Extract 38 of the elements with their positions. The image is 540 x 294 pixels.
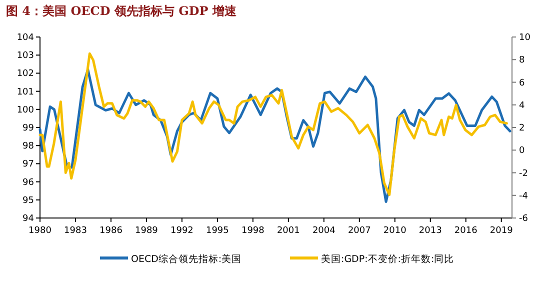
legend-label: OECD综合领先指标:美国 — [131, 253, 242, 265]
y-tick-label: 99 — [22, 124, 34, 134]
chart-title: 图 4：美国 OECD 领先指标与 GDP 增速 — [6, 4, 238, 18]
legend-label: 美国:GDP:不变价:折年数:同比 — [321, 253, 454, 265]
y2-tick-label: 0 — [519, 146, 525, 156]
y2-tick-label: 10 — [519, 33, 531, 43]
line-series — [38, 52, 508, 196]
x-tick-label: 1986 — [100, 226, 123, 236]
y-tick-label: 101 — [16, 87, 34, 98]
y-tick-label: 104 — [16, 33, 34, 43]
y-tick-label: 100 — [16, 105, 34, 116]
x-tick-label: 1983 — [64, 226, 87, 236]
y-tick-label: 102 — [16, 69, 34, 80]
y-tick-label: 98 — [22, 142, 34, 152]
x-tick-label: 2013 — [418, 226, 442, 236]
y-tick-label: 96 — [22, 178, 34, 188]
y-tick-label: 95 — [22, 196, 34, 206]
x-tick-label: 1995 — [206, 226, 229, 236]
x-tick-label: 1998 — [241, 226, 265, 236]
y2-tick-label: 2 — [519, 124, 525, 134]
x-tick-label: 2004 — [312, 226, 336, 236]
y-tick-label: 103 — [16, 51, 34, 62]
x-tick-label: 2010 — [383, 226, 407, 236]
x-tick-label: 1980 — [28, 226, 52, 236]
y2-tick-label: 8 — [519, 56, 525, 66]
x-tick-label: 1989 — [135, 226, 158, 236]
y2-tick-label: 4 — [519, 100, 525, 111]
y2-tick-label: 6 — [519, 78, 525, 88]
x-tick-label: 1992 — [170, 226, 194, 236]
x-tick-label: 2001 — [276, 226, 300, 236]
x-tick-label: 2019 — [490, 226, 514, 236]
x-tick-label: 2007 — [348, 226, 371, 236]
y-tick-label: 94 — [22, 214, 34, 224]
x-tick-label: 2016 — [454, 226, 478, 236]
y2-tick-label: -4 — [519, 191, 528, 202]
y2-tick-label: -6 — [519, 214, 528, 224]
y-tick-label: 97 — [22, 160, 34, 170]
y2-tick-label: -2 — [519, 168, 528, 179]
